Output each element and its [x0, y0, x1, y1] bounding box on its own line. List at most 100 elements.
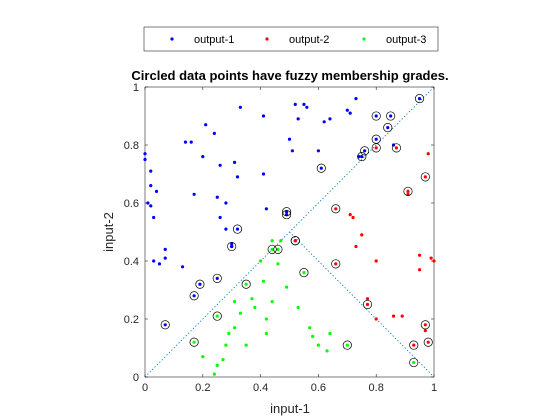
data-point-output-2	[401, 315, 404, 318]
y-tick-label: 0.2	[124, 314, 139, 326]
x-axis-label: input-1	[270, 401, 310, 416]
data-point-output-3	[193, 341, 196, 344]
data-point-output-3	[216, 364, 219, 367]
data-point-output-1	[288, 138, 291, 141]
data-point-output-3	[262, 280, 265, 283]
data-point-output-1	[262, 114, 265, 117]
data-point-output-1	[201, 155, 204, 158]
data-point-output-1	[224, 201, 227, 204]
data-point-output-1	[239, 106, 242, 109]
data-point-output-1	[164, 248, 167, 251]
data-point-output-1	[320, 167, 323, 170]
data-point-output-1	[219, 216, 222, 219]
data-point-output-3	[271, 300, 274, 303]
data-point-output-3	[259, 259, 262, 262]
data-point-output-3	[253, 306, 256, 309]
data-point-output-1	[224, 228, 227, 231]
legend-label-output-1: output-1	[194, 34, 234, 46]
data-point-output-3	[239, 312, 242, 315]
data-point-output-3	[276, 248, 279, 251]
data-point-output-1	[328, 117, 331, 120]
legend-label-output-2: output-2	[289, 34, 329, 46]
data-point-output-2	[406, 190, 409, 193]
data-point-output-1	[213, 132, 216, 135]
data-point-output-3	[285, 286, 288, 289]
data-point-output-2	[349, 213, 352, 216]
data-point-output-3	[328, 332, 331, 335]
legend-marker-output-1	[170, 37, 173, 40]
data-point-output-1	[149, 170, 152, 173]
data-point-output-2	[432, 259, 435, 262]
data-point-output-1	[360, 155, 363, 158]
data-point-output-2	[418, 254, 421, 257]
data-point-output-1	[198, 283, 201, 286]
data-point-output-2	[427, 341, 430, 344]
data-point-output-3	[271, 239, 274, 242]
data-point-output-3	[221, 358, 224, 361]
data-point-output-3	[245, 283, 248, 286]
data-point-output-1	[219, 164, 222, 167]
y-tick-label: 0	[133, 372, 139, 384]
data-point-output-2	[375, 259, 378, 262]
data-point-output-1	[216, 277, 219, 280]
data-point-output-2	[392, 315, 395, 318]
data-point-output-1	[305, 106, 308, 109]
data-point-output-1	[152, 259, 155, 262]
data-point-output-3	[346, 344, 349, 347]
data-point-output-3	[325, 349, 328, 352]
data-point-output-2	[424, 329, 427, 332]
data-point-output-2	[424, 323, 427, 326]
y-tick-label: 0.8	[124, 140, 139, 152]
data-point-output-1	[386, 126, 389, 129]
data-point-output-2	[427, 152, 430, 155]
data-point-output-2	[334, 207, 337, 210]
data-point-output-1	[262, 172, 265, 175]
data-point-output-3	[279, 239, 282, 242]
y-tick-label: 1	[133, 82, 139, 94]
data-point-output-1	[375, 114, 378, 117]
data-point-output-3	[271, 248, 274, 251]
data-point-output-2	[360, 233, 363, 236]
data-point-output-1	[143, 158, 146, 161]
chart-title: Circled data points have fuzzy membershi…	[131, 68, 448, 83]
data-point-output-2	[412, 344, 415, 347]
data-point-output-1	[323, 120, 326, 123]
data-point-output-2	[354, 245, 357, 248]
data-point-output-3	[227, 332, 230, 335]
data-point-output-1	[302, 103, 305, 106]
data-point-output-1	[181, 265, 184, 268]
data-point-output-1	[389, 114, 392, 117]
data-point-output-2	[430, 257, 433, 260]
x-tick-label: 0.2	[195, 382, 210, 394]
data-point-output-1	[155, 190, 158, 193]
data-point-output-3	[317, 344, 320, 347]
data-point-output-3	[216, 315, 219, 318]
data-point-output-3	[276, 262, 279, 265]
data-point-output-3	[233, 300, 236, 303]
data-point-output-1	[294, 103, 297, 106]
data-point-output-3	[308, 326, 311, 329]
data-point-output-1	[236, 175, 239, 178]
x-tick-label: 0	[142, 382, 148, 394]
data-point-output-2	[351, 216, 354, 219]
data-point-output-2	[375, 146, 378, 149]
data-point-output-1	[193, 193, 196, 196]
data-point-output-1	[418, 97, 421, 100]
x-tick-label: 1	[431, 382, 437, 394]
data-point-output-2	[424, 175, 427, 178]
data-point-output-3	[213, 373, 216, 376]
data-point-output-2	[294, 239, 297, 242]
data-point-output-3	[224, 344, 227, 347]
data-point-output-1	[158, 262, 161, 265]
data-point-output-1	[233, 161, 236, 164]
y-tick-label: 0.4	[124, 256, 139, 268]
data-point-output-1	[349, 112, 352, 115]
data-point-output-3	[265, 332, 268, 335]
y-tick-label: 0.6	[124, 198, 139, 210]
data-point-output-1	[146, 201, 149, 204]
data-point-output-1	[375, 138, 378, 141]
data-point-output-3	[201, 355, 204, 358]
data-point-output-3	[245, 344, 248, 347]
legend-marker-output-2	[265, 37, 268, 40]
data-point-output-1	[143, 152, 146, 155]
